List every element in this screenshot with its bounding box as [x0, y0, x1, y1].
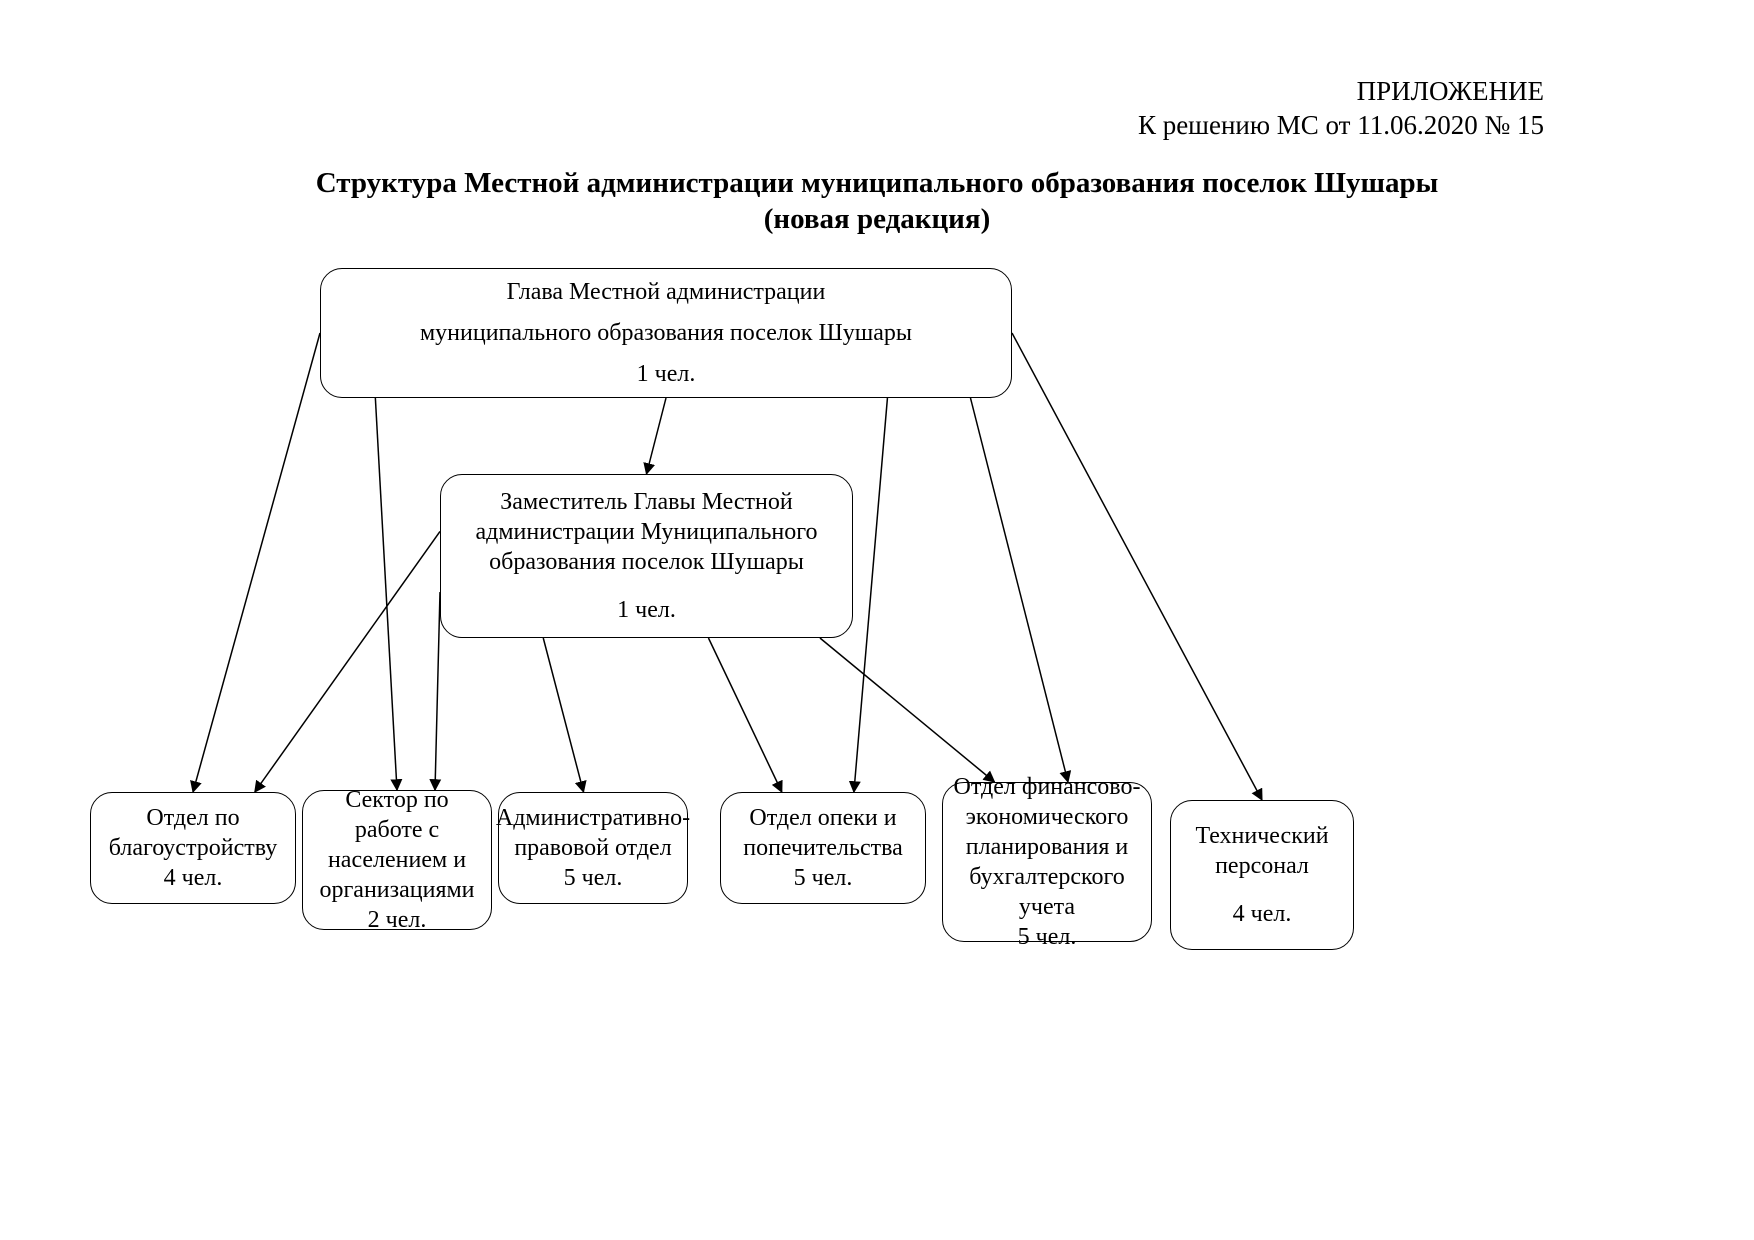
page: ПРИЛОЖЕНИЕ К решению МС от 11.06.2020 № … — [0, 0, 1754, 1240]
node-text: 5 чел. — [794, 863, 853, 893]
node-text: 2 чел. — [368, 905, 427, 935]
node-text: правовой отдел — [514, 833, 671, 863]
edge — [543, 638, 583, 792]
node-d5: Отдел финансово-экономическогопланирован… — [942, 782, 1152, 942]
node-text: Отдел по — [146, 803, 239, 833]
edge — [820, 638, 995, 782]
node-text: планирования и — [966, 832, 1128, 862]
node-text: организациями — [319, 875, 474, 905]
edge — [375, 398, 397, 790]
node-text: 1 чел. — [617, 595, 676, 625]
node-text: благоустройству — [109, 833, 278, 863]
node-d1: Отдел поблагоустройству4 чел. — [90, 792, 296, 904]
node-text: персонал — [1215, 851, 1309, 881]
node-text: 5 чел. — [564, 863, 623, 893]
header-line-1: ПРИЛОЖЕНИЕ — [1138, 75, 1544, 109]
node-head: Глава Местной администрации муниципальног… — [320, 268, 1012, 398]
node-text: Отдел опеки и — [749, 803, 896, 833]
header-line-2: К решению МС от 11.06.2020 № 15 — [1138, 109, 1544, 143]
title-block: Структура Местной администрации муниципа… — [0, 165, 1754, 238]
node-text: Технический — [1195, 821, 1328, 851]
node-deputy: Заместитель Главы Местнойадминистрации М… — [440, 474, 853, 638]
edge — [708, 638, 781, 792]
node-d2: Сектор по работе снаселением иорганизаци… — [302, 790, 492, 930]
title-line-1: Структура Местной администрации муниципа… — [0, 165, 1754, 201]
header-block: ПРИЛОЖЕНИЕ К решению МС от 11.06.2020 № … — [1138, 75, 1544, 143]
node-d4: Отдел опеки ипопечительства5 чел. — [720, 792, 926, 904]
node-text: Глава Местной администрации — [507, 277, 826, 307]
edge — [1012, 333, 1262, 800]
node-text: попечительства — [743, 833, 903, 863]
edge — [435, 592, 440, 790]
node-text: бухгалтерского учета — [953, 862, 1141, 922]
edge — [647, 398, 667, 474]
node-text: Сектор по работе с — [313, 785, 481, 845]
edge — [193, 333, 320, 792]
node-text: образования поселок Шушары — [489, 547, 804, 577]
node-text: населением и — [328, 845, 466, 875]
node-text: администрации Муниципального — [475, 517, 817, 547]
title-line-2: (новая редакция) — [0, 201, 1754, 237]
edge — [255, 531, 440, 792]
node-text: Заместитель Главы Местной — [500, 487, 792, 517]
node-d3: Административно-правовой отдел5 чел. — [498, 792, 688, 904]
node-text: экономического — [966, 802, 1129, 832]
node-text: 5 чел. — [1018, 922, 1077, 952]
node-d6: Техническийперсонал 4 чел. — [1170, 800, 1354, 950]
node-text: 1 чел. — [637, 359, 696, 389]
node-text: Отдел финансово- — [954, 772, 1141, 802]
node-text: 4 чел. — [1233, 899, 1292, 929]
node-text: Административно- — [496, 803, 690, 833]
node-text: муниципального образования поселок Шушар… — [420, 318, 912, 348]
node-text: 4 чел. — [164, 863, 223, 893]
edge — [970, 398, 1068, 782]
edge — [854, 398, 888, 792]
